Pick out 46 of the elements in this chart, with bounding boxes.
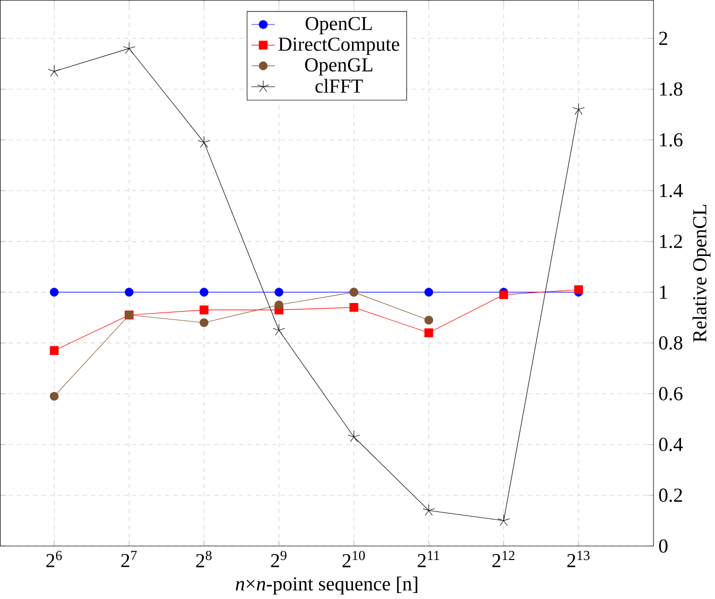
- point: [274, 300, 284, 310]
- x-tick-label: 2$^{7}$: [121, 550, 137, 567]
- point: [124, 288, 134, 297]
- y-tick-label: 0.6: [659, 386, 682, 400]
- y-tick-label: 1: [660, 286, 668, 299]
- y-tick-label: 0.2: [659, 488, 682, 502]
- y-tick-label: 1.8: [660, 82, 682, 96]
- y-tick-label: 0.4: [659, 438, 683, 452]
- y-axis-title: Relative OpenCL: [692, 204, 710, 342]
- y-tick-label: 0: [659, 539, 668, 553]
- y-tick-label: 2: [659, 32, 668, 45]
- point: [499, 290, 508, 300]
- point: [348, 430, 360, 442]
- point: [574, 285, 583, 294]
- point: [424, 288, 434, 297]
- x-tick-label: 2$^{9}$: [271, 550, 286, 568]
- x-tick-label: 2$^{13}$: [567, 550, 590, 568]
- x-tick-label: 2$^{12}$: [492, 550, 514, 568]
- point: [200, 306, 208, 314]
- point: [272, 324, 286, 336]
- y-tick-label: 1.2: [660, 234, 682, 248]
- x-tick-label: 2$^{11}$: [418, 550, 440, 568]
- point: [50, 288, 59, 297]
- legend-label: OpenCL: [306, 16, 372, 34]
- point: [349, 302, 358, 312]
- point: [198, 136, 210, 148]
- x-tick-label: 2$^{10}$: [342, 550, 365, 568]
- point: [122, 42, 136, 54]
- legend-label: clFFT: [315, 78, 363, 93]
- legend-label: OpenGL: [305, 58, 372, 76]
- x-tick-label: 2$^{8}$: [196, 550, 212, 568]
- y-tick-label: 1.4: [660, 184, 683, 198]
- point: [422, 504, 435, 516]
- x-tick-label: 2$^{6}$: [46, 550, 62, 568]
- point: [50, 392, 59, 401]
- point: [50, 346, 59, 355]
- point: [200, 318, 208, 327]
- point: [274, 288, 284, 297]
- x-axis-title: n×n-point sequence [n]: [236, 576, 418, 594]
- point: [424, 328, 434, 338]
- y-tick-label: 0.8: [659, 336, 682, 350]
- point: [200, 288, 208, 297]
- legend-label: DirectCompute: [278, 38, 400, 55]
- point: [498, 514, 510, 526]
- y-tick-label: 1.6: [660, 133, 682, 146]
- point: [424, 316, 434, 324]
